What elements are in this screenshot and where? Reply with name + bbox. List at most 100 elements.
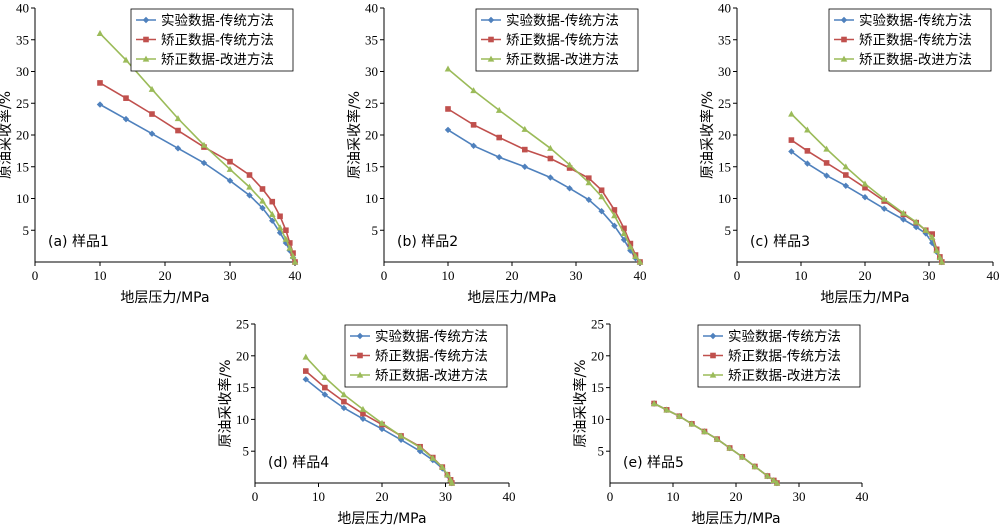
data-point [928, 233, 936, 240]
data-point [246, 183, 253, 190]
x-tick-label: 40 [856, 489, 869, 504]
x-tick-label: 10 [312, 489, 325, 504]
y-tick-label: 5 [598, 444, 605, 459]
series-line [653, 402, 778, 484]
series-2 [788, 137, 945, 265]
data-point [586, 175, 592, 181]
data-point [303, 368, 309, 374]
x-tick-label: 30 [439, 489, 452, 504]
data-point [764, 472, 771, 479]
panel-label: (d) 样品4 [268, 455, 329, 471]
data-point [823, 172, 830, 179]
y-tick-label: 10 [16, 191, 29, 206]
y-tick-label: 5 [23, 223, 30, 238]
data-point [585, 196, 592, 203]
y-tick-label: 5 [243, 444, 250, 459]
legend-swatch-marker [841, 36, 847, 43]
series-3 [302, 353, 456, 486]
data-point [286, 244, 294, 251]
data-point [269, 217, 276, 224]
data-point [226, 177, 234, 184]
data-point [200, 141, 208, 148]
x-tick-label: 0 [381, 268, 388, 283]
legend-swatch-marker [487, 55, 495, 62]
data-point [522, 146, 528, 153]
data-point [823, 160, 830, 166]
y-tick-label: 10 [718, 191, 731, 206]
legend-swatch-marker [709, 371, 717, 378]
legend-swatch-marker [710, 352, 716, 359]
series-3 [650, 400, 781, 486]
y-tick-label: 30 [718, 64, 731, 79]
panel-label: (b) 样品2 [397, 234, 458, 250]
x-tick-label: 0 [734, 268, 741, 283]
series-line [99, 82, 296, 263]
x-tick-label: 0 [607, 489, 614, 504]
data-point [566, 185, 573, 192]
data-point [804, 160, 811, 167]
series-line [447, 108, 641, 263]
data-point [470, 142, 477, 149]
panel-2: 0 10 20 30 40 5 10 15 20 25 30 35 40 地层压力/MPa 原油采收率/% (… [346, 1, 647, 307]
y-tick-label: 35 [16, 32, 29, 47]
data-point [359, 405, 367, 412]
y-tick-label: 15 [365, 159, 378, 174]
y-tick-label: 25 [591, 317, 604, 332]
panel-label: (a) 样品1 [48, 234, 109, 250]
data-point [378, 419, 386, 426]
data-point [676, 412, 683, 419]
y-tick-label: 5 [372, 223, 379, 238]
data-point [148, 130, 156, 137]
data-point [259, 186, 266, 192]
series-line [447, 68, 641, 263]
data-point [922, 226, 930, 233]
data-point [751, 463, 759, 470]
series-line [653, 402, 778, 484]
data-point [123, 95, 129, 101]
x-tick-label: 10 [442, 268, 455, 283]
series-line [99, 103, 296, 263]
data-point [861, 180, 869, 187]
x-tick-label: 30 [570, 268, 583, 283]
data-point [259, 197, 266, 204]
data-point [276, 224, 284, 231]
data-point [547, 155, 554, 162]
legend-swatch-marker [356, 371, 364, 378]
data-point [444, 471, 451, 478]
y-tick-label: 10 [591, 412, 604, 427]
legend-entry: 矫正数据-传统方法 [375, 349, 488, 365]
legend-entry: 实验数据-传统方法 [161, 13, 274, 29]
legend-entry: 实验数据-传统方法 [506, 13, 619, 29]
data-point [269, 198, 276, 205]
legend-box [130, 8, 294, 72]
data-point [566, 161, 573, 168]
panel-1: 0 10 20 30 40 5 10 15 20 25 30 35 40 地层压力/MPa 原油采收率/% (… [0, 1, 302, 307]
data-point [289, 252, 297, 259]
data-point [96, 30, 104, 36]
data-point [259, 204, 266, 212]
x-tick-label: 10 [795, 268, 808, 283]
panel-5: 0 10 20 30 40 5 10 15 20 25 地层压力/MPa 原油采收率/% (e) 样品5… [572, 317, 869, 526]
data-point [650, 400, 658, 407]
data-point [566, 165, 573, 171]
y-tick-label: 5 [725, 223, 732, 238]
y-tick-label: 15 [16, 159, 29, 174]
data-point [900, 216, 907, 223]
data-point [598, 208, 605, 215]
x-axis-label: 地层压力/MPa [120, 290, 209, 306]
legend-box [475, 8, 639, 72]
x-tick-label: 20 [506, 268, 519, 283]
series-line [447, 129, 641, 263]
series-line [790, 139, 943, 263]
data-point [598, 193, 605, 200]
y-tick-label: 25 [718, 96, 731, 111]
data-point [495, 106, 503, 113]
legend-entry: 矫正数据-传统方法 [859, 33, 972, 49]
legend-entry: 矫正数据-改进方法 [506, 52, 619, 68]
data-point [726, 444, 733, 451]
legend-entry: 矫正数据-改进方法 [375, 368, 488, 384]
x-tick-label: 10 [94, 268, 107, 283]
data-point [287, 240, 293, 246]
